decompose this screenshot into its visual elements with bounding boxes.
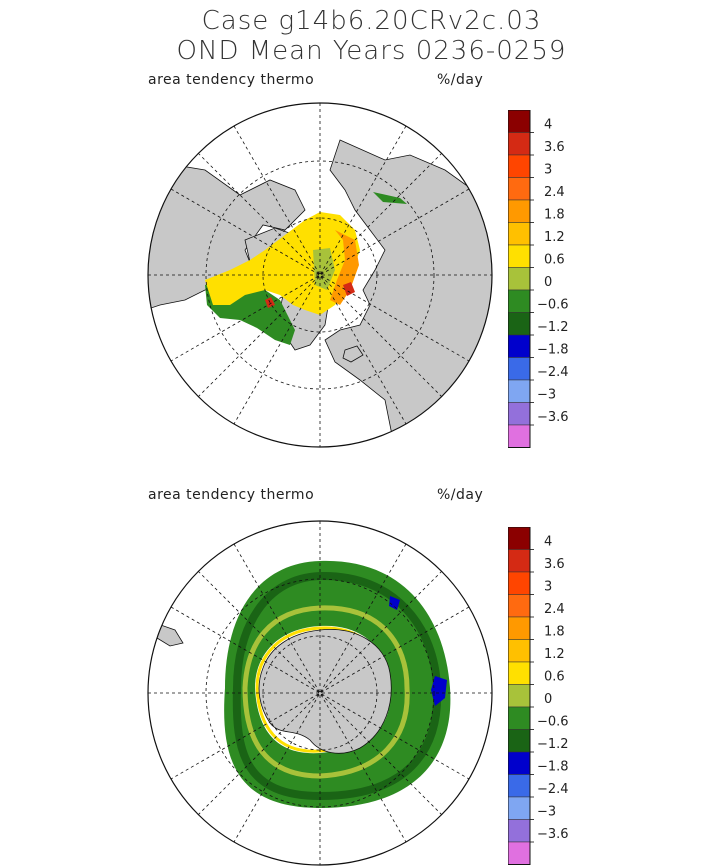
colorbar-tick-label: −1.8: [537, 760, 569, 775]
colorbar-swatch: [508, 312, 531, 336]
ice-tendency-red-spots: [265, 282, 355, 308]
colorbar-swatch: [508, 729, 531, 753]
colorbar-swatch: [508, 132, 531, 156]
colorbar-swatch: [508, 796, 531, 820]
colorbar-tick-label: 3: [544, 580, 552, 595]
colorbar-tick-label: −3.6: [537, 827, 569, 842]
colorbar-swatch: [508, 402, 531, 426]
colorbar-swatch: [508, 841, 531, 865]
colorbar-south: 4 3.6 3 2.4 1.8 1.2 0.6 0 −0.6 −1.2 −1.8 −2.4 −3 −3.6: [508, 527, 569, 865]
colorbar-tick-label: −2.4: [537, 782, 569, 797]
colorbar-swatch: [508, 199, 531, 223]
colorbar-tick-label: 0.6: [544, 253, 565, 268]
colorbar-swatch: [508, 289, 531, 313]
graticule: [148, 521, 492, 865]
colorbar-swatch: [508, 616, 531, 640]
ice-tendency-yellow-core: [205, 212, 360, 315]
colorbar-tick-label: 1.2: [544, 230, 565, 245]
colorbar-swatch: [508, 774, 531, 798]
colorbar-tick-label: 3: [544, 163, 552, 178]
panel1-field-label: area tendency thermo: [148, 72, 315, 88]
colorbar-tick-label: 1.8: [544, 208, 565, 223]
colorbar-tick-label: −1.2: [537, 320, 569, 335]
colorbar-tick-label: 0.6: [544, 670, 565, 685]
ice-tendency-barents-strip: [373, 192, 407, 204]
colorbar-north: 4 3.6 3 2.4 1.8 1.2 0.6 0 −0.6 −1.2 −1.8 −2.4 −3 −3.6: [508, 110, 569, 448]
colorbar-swatch: [508, 267, 531, 291]
colorbar-tick-label: 3.6: [544, 140, 565, 155]
ice-tendency-dark-green-band: [232, 571, 442, 801]
colorbar-swatch: [508, 357, 531, 381]
colorbar-frame: [508, 110, 531, 448]
colorbar-tick-label: 1.8: [544, 625, 565, 640]
figure-title-line2: OND Mean Years 0236-0259: [176, 36, 567, 66]
colorbar-swatch: [508, 571, 531, 595]
colorbar-swatch: [508, 594, 531, 618]
colorbar-swatch: [508, 154, 531, 178]
colorbar-swatch: [508, 379, 531, 403]
land-antarctica: [258, 629, 392, 754]
colorbar-tick-label: −0.6: [537, 298, 569, 313]
colorbar-swatch: [508, 819, 531, 843]
colorbar-swatch: [508, 706, 531, 730]
colorbar-swatch: [508, 639, 531, 663]
colorbar-tick-label: 4: [544, 118, 552, 133]
colorbar-swatch: [508, 222, 531, 246]
south-polar-map: [147, 520, 493, 866]
graticule: [148, 103, 492, 447]
ice-tendency-orange-edge: [330, 230, 359, 305]
colorbar-tick-label: 4: [544, 535, 552, 550]
panel2-field-label: area tendency thermo: [148, 487, 315, 503]
colorbar-tick-label: 3.6: [544, 557, 565, 572]
colorbar-swatch: [508, 334, 531, 358]
land-iceland: [342, 345, 364, 363]
colorbar-swatch: [508, 527, 531, 550]
figure-title-line1: Case g14b6.20CRv2c.03: [201, 6, 542, 36]
colorbar-tick-label: −1.2: [537, 737, 569, 752]
colorbar-tick-label: −3: [537, 388, 556, 403]
colorbar-tick-label: 2.4: [544, 185, 565, 200]
colorbar-tick-label: −3.6: [537, 410, 569, 425]
colorbar-tick-label: 1.2: [544, 647, 565, 662]
colorbar-tick-label: −3: [537, 805, 556, 820]
map-boundary: [147, 102, 493, 448]
panel1-units: %/day: [437, 72, 484, 88]
colorbar-swatch: [508, 424, 531, 448]
colorbar-swatch: [508, 244, 531, 268]
colorbar-swatch: [508, 549, 531, 573]
colorbar-swatch: [508, 751, 531, 775]
colorbar-tick-label: −1.8: [537, 343, 569, 358]
colorbar-swatch: [508, 661, 531, 685]
panel2-units: %/day: [437, 487, 484, 503]
colorbar-swatch: [508, 110, 531, 133]
colorbar-swatch: [508, 684, 531, 708]
north-polar-map: [147, 102, 493, 448]
colorbar-tick-label: 0: [544, 275, 552, 290]
ice-tendency-outer-ring: [224, 560, 451, 808]
colorbar-swatch: [508, 177, 531, 201]
colorbar-tick-label: 2.4: [544, 602, 565, 617]
colorbar-tick-label: 0: [544, 692, 552, 707]
colorbar-tick-label: −2.4: [537, 365, 569, 380]
colorbar-tick-label: −0.6: [537, 715, 569, 730]
